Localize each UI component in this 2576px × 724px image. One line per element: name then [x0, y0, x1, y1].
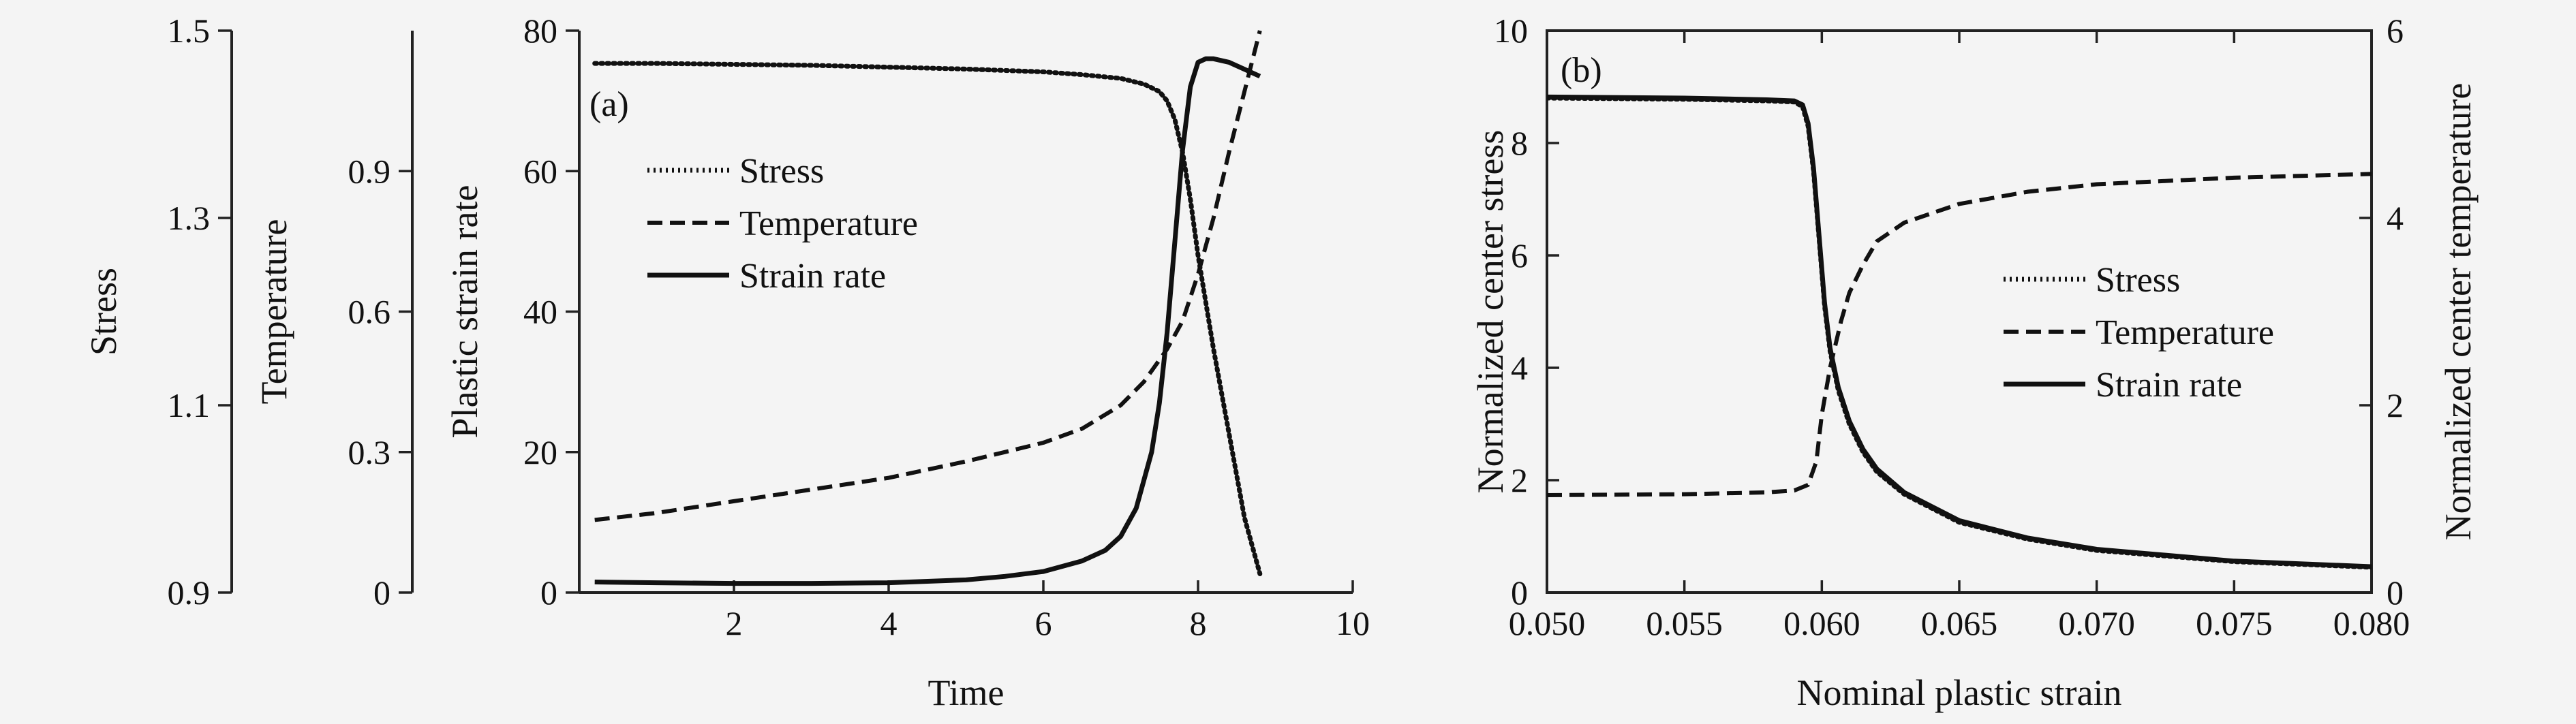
panel-b: 0.050 0.055 0.060 0.065 0.070 0.075 0.080 Nomin…	[1470, 12, 2479, 713]
panel-b-y-right-axis-title: Normalized center temperature	[2438, 83, 2479, 541]
panel-a-y-tick-label-temperature-0-6: 0.6	[348, 293, 391, 331]
panel-b-series-strain-rate-line	[1547, 94, 2372, 569]
panel-a-series-group	[592, 30, 1263, 586]
panel-b-y-left-tick-label-4: 4	[1511, 349, 1528, 387]
panel-a-x-tick-label-8: 8	[1190, 604, 1207, 642]
panel-b-y-left-axis-title: Normalized center stress	[1470, 130, 1511, 494]
panel-a-y-tick-label-stress-1-1: 1.1	[168, 386, 211, 424]
panel-a-label: (a)	[589, 85, 629, 124]
panel-a-y-tick-label-temperature-0-9: 0.9	[348, 152, 391, 190]
panel-a-y-tick-label-temperature-0-3: 0.3	[348, 433, 391, 471]
panel-a-y-tick-label-plastic-strain-rate-0: 0	[540, 573, 557, 612]
panel-a-x-tick-label-2: 2	[726, 604, 743, 642]
panel-b-x-tick-label-0-060: 0.060	[1783, 604, 1860, 642]
panel-a-y-tick-label-plastic-strain-rate-60: 60	[523, 152, 557, 190]
panel-b-y-left-tick-label-10: 10	[1494, 12, 1528, 50]
panel-a-y-axis-title-temperature: Temperature	[254, 219, 294, 404]
panel-b-y-left-tick-label-0: 0	[1511, 573, 1528, 612]
panel-a-y-tick-label-plastic-strain-rate-20: 20	[523, 433, 557, 471]
panel-b-x-axis-title: Nominal plastic strain	[1797, 672, 2122, 713]
panel-b-y-right-tick-label-2: 2	[2387, 386, 2404, 424]
panel-a-x-tick-label-6: 6	[1035, 604, 1052, 642]
panel-a-y-tick-label-stress-0-9: 0.9	[168, 573, 211, 612]
panel-a-x-tick-label-10: 10	[1336, 604, 1370, 642]
panel-b-label: (b)	[1561, 51, 1602, 90]
panel-b-y-left-tick-label-6: 6	[1511, 236, 1528, 274]
panel-a-y-axis-title-stress: Stress	[83, 268, 124, 356]
panel-a-series-stress-line	[592, 61, 1263, 576]
panel-a-legend-strain-rate-label: Strain rate	[739, 257, 886, 296]
panel-b-x-tick-label-0-070: 0.070	[2058, 604, 2135, 642]
panel-a: 2 4 6 8 10 Time 0.9 1.1 1.3 1.5 Stress 0 0.3 0.6 0.9 Te…	[83, 12, 1370, 713]
panel-b-x-tick-label-0-080: 0.080	[2333, 604, 2410, 642]
panel-a-y-tick-label-plastic-strain-rate-80: 80	[523, 12, 557, 50]
panel-b-series-group	[1547, 94, 2372, 570]
panel-a-y-axis-title-plastic-strain-rate: Plastic strain rate	[444, 185, 485, 439]
panel-b-y-right-tick-label-6: 6	[2387, 12, 2404, 50]
panel-b-x-tick-label-0-050: 0.050	[1509, 604, 1586, 642]
panel-b-x-tick-label-0-075: 0.075	[2196, 604, 2273, 642]
panel-a-y-tick-label-plastic-strain-rate-40: 40	[523, 293, 557, 331]
panel-b-y-right-tick-label-0: 0	[2387, 573, 2404, 612]
panel-a-legend-stress-label: Stress	[739, 152, 824, 191]
panel-a-series-strain-rate-line	[594, 56, 1261, 586]
panel-b-legend-stress-label: Stress	[2096, 261, 2180, 300]
panel-a-y-tick-label-temperature-0: 0	[373, 573, 390, 612]
panel-b-x-tick-label-0-065: 0.065	[1921, 604, 1998, 642]
panel-b-legend-temperature-label: Temperature	[2096, 313, 2274, 352]
panel-a-x-axis-title: Time	[927, 672, 1004, 713]
panel-b-legend-strain-rate-label: Strain rate	[2096, 366, 2242, 405]
panel-a-y-tick-label-stress-1-5: 1.5	[168, 12, 211, 50]
panel-a-x-tick-label-4: 4	[880, 604, 898, 642]
panel-a-legend-temperature-label: Temperature	[739, 204, 918, 243]
panel-a-y-tick-label-stress-1-3: 1.3	[168, 199, 211, 237]
panel-b-y-right-tick-label-4: 4	[2387, 199, 2404, 237]
panel-a-series-temperature-line	[594, 30, 1262, 522]
panel-b-y-left-tick-label-8: 8	[1511, 124, 1528, 162]
panel-b-x-tick-label-0-055: 0.055	[1646, 604, 1723, 642]
panel-b-y-left-tick-label-2: 2	[1511, 461, 1528, 499]
